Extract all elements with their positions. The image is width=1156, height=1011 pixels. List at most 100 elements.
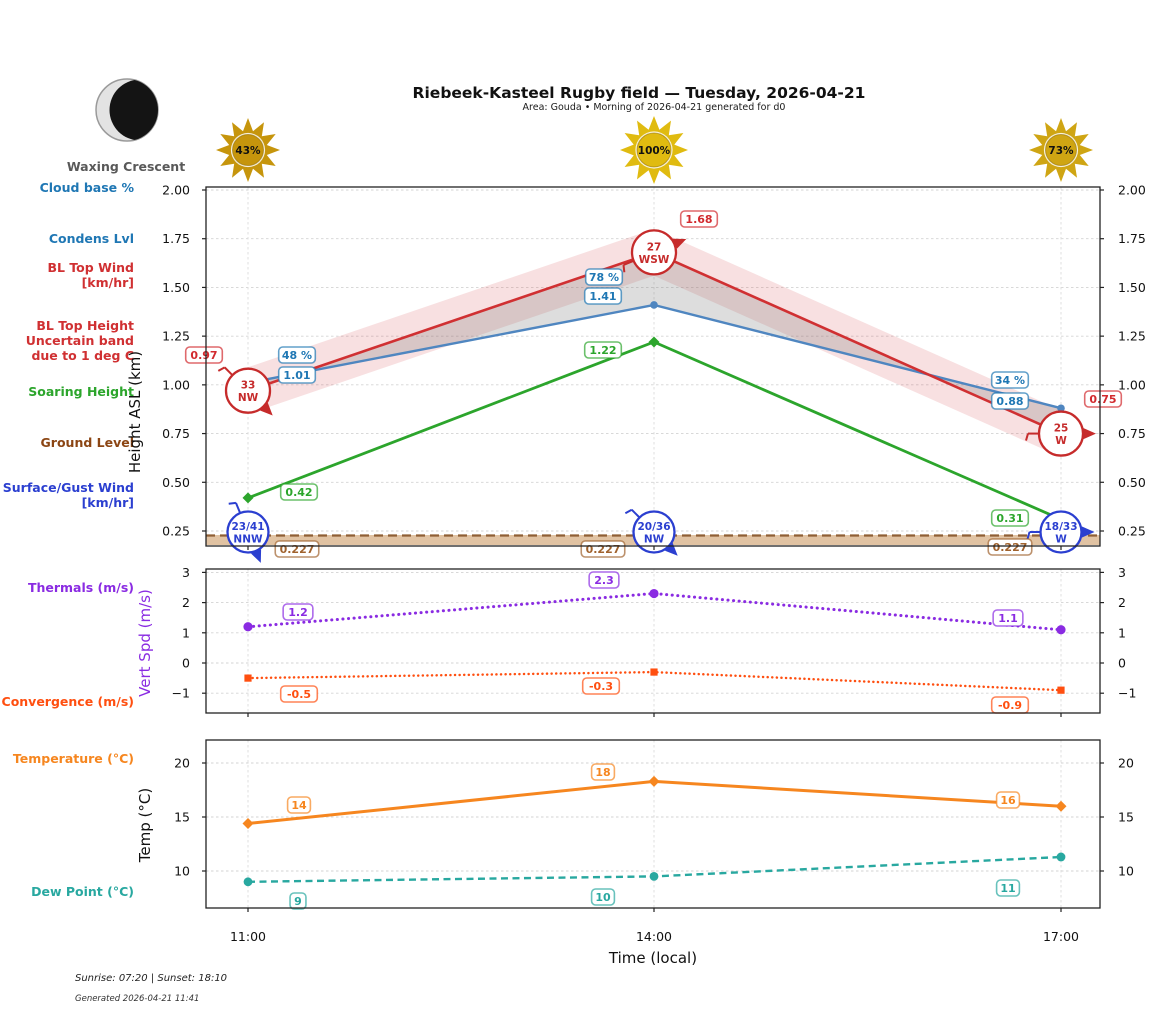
annotation: 1.22 (583, 341, 623, 359)
wind-speed-text: 20/36 (637, 521, 670, 533)
left-label-thermals: Thermals (m/s) (27, 580, 134, 595)
annotation-box (995, 791, 1021, 809)
annotation-box (588, 571, 620, 589)
annotation: 0.227 (987, 538, 1033, 556)
wind-speed-text: 27 (647, 241, 662, 253)
marker-diamond (242, 492, 254, 504)
annotation-box (279, 483, 319, 501)
bl-wind-station: 25W (1025, 410, 1096, 457)
left-label-surface-gust-wind: Surface/Gust Wind [km/hr] (2, 480, 134, 510)
y-tick-label-right: −1 (1118, 686, 1136, 701)
y-tick-label-left: 0.50 (162, 475, 190, 490)
y-tick-label-right: 1.50 (1118, 280, 1146, 295)
wind-barb-tail (631, 509, 641, 519)
x-tick-label: 17:00 (1043, 929, 1079, 944)
annotation-box (990, 392, 1030, 410)
moon-phase-label: Waxing Crescent (66, 159, 186, 174)
y-tick-label-left: 10 (174, 864, 190, 879)
annotation-box (990, 371, 1030, 389)
annotation: 10 (590, 888, 616, 906)
axis-frame (205, 186, 1101, 547)
marker-circle (650, 301, 658, 309)
y-tick-label-left: 2 (182, 595, 190, 610)
sun-disc (636, 132, 672, 168)
sun-percent: 43% (235, 145, 261, 157)
annotation: 1.41 (583, 287, 623, 305)
annotation-box (992, 609, 1024, 627)
marker-diamond (1055, 800, 1067, 812)
y-tick-label-left: 1.25 (162, 329, 190, 344)
y-tick-label-left: 1.75 (162, 231, 190, 246)
y-tick-label-left: 1.00 (162, 377, 190, 392)
y-tick-label-right: 2.00 (1118, 183, 1146, 198)
sun-icon: 43% (216, 118, 280, 182)
y-tick-label-right: 1.00 (1118, 377, 1146, 392)
wind-dir-text: NW (238, 392, 259, 404)
annotation-text: 1.2 (288, 606, 308, 619)
sunrise-sunset-text: Sunrise: 07:20 | Sunset: 18:10 (75, 973, 228, 984)
gridlines (206, 569, 1100, 713)
annotation-text: 0.42 (285, 486, 312, 499)
wind-barb-tick (1025, 433, 1029, 441)
y-tick-label-right: 10 (1118, 864, 1134, 879)
annotation-text: 0.88 (996, 395, 1023, 408)
axis-frame-group: 2.00 2.00 1.75 1.75 1.50 1.50 1.25 1.25 1.00 1.00… (126, 183, 1146, 550)
y-tick-label-left: 3 (182, 565, 190, 580)
sun-icon: 73% (1029, 118, 1093, 182)
annotation-text: 1.01 (283, 369, 310, 382)
annotation: -0.9 (990, 696, 1030, 714)
annotation: 0.31 (990, 509, 1030, 527)
y-tick-label-left: 0.25 (162, 524, 190, 539)
wind-arrow-head (1083, 428, 1096, 440)
annotation: 1.2 (282, 603, 314, 621)
thermals-line (246, 591, 1063, 632)
page-title: Riebeek-Kasteel Rugby field — Tuesday, 2… (412, 84, 866, 102)
annotation: 11 (995, 879, 1021, 897)
annotation: 48 % (277, 346, 317, 364)
marker-square (650, 668, 658, 676)
annotation: 1.1 (992, 609, 1024, 627)
y-tick-label-right: 3 (1118, 565, 1126, 580)
annotation-box (279, 685, 319, 703)
annotation: 0.227 (580, 540, 626, 558)
annotation-box (583, 287, 623, 305)
annotation-box (580, 540, 626, 558)
left-label-soaring-height: Soaring Height (28, 384, 134, 399)
marker-circle (243, 622, 253, 632)
temperature-line (247, 779, 1062, 825)
wind-speed-text: 33 (241, 380, 256, 392)
y-tick-label-left: −1 (172, 686, 190, 701)
annotation-text: 0.97 (190, 349, 217, 362)
x-tick-label: 11:00 (230, 929, 266, 944)
wind-dir-text: NNW (233, 534, 263, 546)
annotation-box (184, 346, 224, 364)
left-label-cloud-base: Cloud base % (39, 180, 134, 195)
y-tick-label-right: 1.25 (1118, 329, 1146, 344)
annotation-text: -0.3 (589, 680, 613, 693)
annotation-box (277, 346, 317, 364)
axis-frame (205, 568, 1101, 714)
left-label-bl-top-wind: BL Top Wind [km/hr] (47, 260, 134, 290)
wind-circle (632, 510, 676, 554)
annotation: 0.75 (1083, 390, 1123, 408)
annotation-box (277, 366, 317, 384)
left-label-convergence: Convergence (m/s) (1, 694, 134, 709)
marker-circle (649, 588, 659, 599)
annotation-box (286, 796, 312, 814)
wind-barb-tick (228, 501, 237, 505)
annotation-text: 10 (595, 891, 611, 904)
y-axis-label: Height ASL (km) (126, 351, 144, 473)
annotation: 2.3 (588, 571, 620, 589)
annotation-box (1083, 390, 1123, 408)
y-tick-label-right: 0.25 (1118, 524, 1146, 539)
y-tick-label-left: 2.00 (162, 183, 190, 198)
annotation-box (590, 888, 616, 906)
annotation: 0.42 (279, 483, 319, 501)
annotation: 0.97 (184, 346, 224, 364)
annotation: 0.88 (990, 392, 1030, 410)
